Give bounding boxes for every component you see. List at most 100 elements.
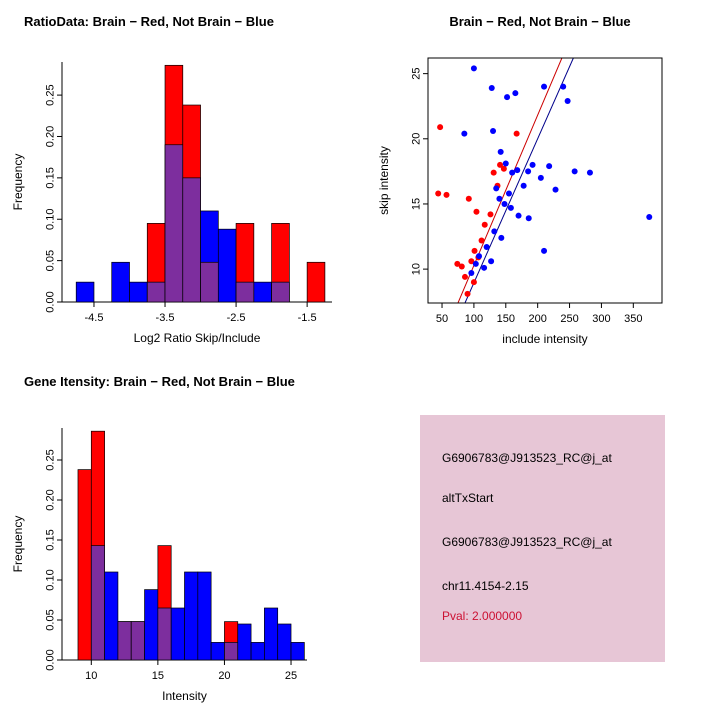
x-tick-label: 15 (152, 670, 164, 682)
scatter-point (468, 270, 475, 277)
y-tick-label: 10 (411, 263, 423, 275)
scatter-point (646, 213, 653, 220)
regression-line (464, 58, 574, 303)
scatter-point (509, 169, 516, 176)
y-tick-label: 0.00 (45, 291, 57, 312)
histogram-bar (277, 623, 292, 661)
histogram-overlap-bar (235, 281, 255, 303)
x-tick-label: 250 (560, 313, 578, 325)
scatter-point (537, 174, 544, 181)
histogram-overlap-bar (200, 261, 219, 303)
scatter-point (500, 165, 507, 172)
scatter-point (483, 243, 490, 250)
y-tick-label: 0.00 (45, 649, 57, 670)
scatter-point (471, 247, 478, 254)
scatter-point (470, 65, 477, 72)
scatter-point (541, 83, 548, 90)
histogram-overlap-bar (224, 642, 239, 661)
histogram-bar (253, 281, 272, 303)
histogram-bar (184, 571, 199, 661)
scatter-point (497, 161, 504, 168)
x-axis-label: Log2 Ratio Skip/Include (134, 331, 261, 345)
scatter-point (468, 258, 475, 265)
histogram-bar (104, 571, 119, 661)
intensity-scatterplot: 50 100 150 200 250 300 350 10 15 20 25 include inte… (377, 57, 663, 346)
x-tick-label: 20 (218, 670, 230, 682)
scatter-point (571, 168, 578, 175)
scatter-point (514, 167, 521, 174)
gene-intensity-histogram-title: Gene Itensity: Brain − Red, Not Brain − … (24, 374, 295, 389)
x-tick-label: -3.5 (156, 312, 175, 324)
x-tick-label: -2.5 (227, 312, 246, 324)
scatter-point (564, 98, 571, 105)
scatter-title: Brain − Red, Not Brain − Blue (449, 14, 631, 29)
scatter-point (491, 228, 498, 235)
scatter-point (552, 186, 559, 193)
scatter-point (490, 127, 497, 134)
histogram-overlap-bar (117, 621, 132, 661)
histogram-overlap-bar (164, 144, 184, 303)
scatter-point (461, 130, 468, 137)
y-tick-label: 25 (411, 68, 423, 80)
histogram-bar (290, 642, 305, 661)
y-tick-label: 0.25 (45, 84, 57, 105)
histogram-bar (170, 607, 185, 661)
scatter-point (488, 258, 495, 265)
scatter-point (435, 190, 442, 197)
scatter-point (493, 185, 500, 192)
x-tick-label: 300 (592, 313, 610, 325)
scatter-point (458, 263, 465, 270)
scatter-point (502, 160, 509, 167)
y-tick-label: 20 (411, 133, 423, 145)
histogram-overlap-bar (130, 621, 145, 661)
y-tick-label: 0.15 (45, 167, 57, 188)
plot-frame (427, 57, 663, 304)
histogram-bar (77, 469, 92, 661)
y-tick-label: 0.10 (45, 209, 57, 230)
regression-line (457, 58, 563, 303)
scatter-point (488, 84, 495, 91)
x-tick-label: 50 (436, 313, 448, 325)
histogram-bar (264, 607, 279, 661)
scatter-point (529, 161, 536, 168)
x-tick-label: 100 (465, 313, 483, 325)
histogram-overlap-bar (182, 177, 201, 303)
histogram-bar (210, 642, 225, 661)
y-tick-label: 0.15 (45, 529, 57, 550)
scatter-point (476, 253, 483, 260)
scatter-point (515, 212, 522, 219)
scatter-point (586, 169, 593, 176)
y-tick-label: 0.20 (45, 126, 57, 147)
scatter-point (490, 169, 497, 176)
scatter-point (546, 163, 553, 170)
histogram-overlap-bar (146, 281, 166, 303)
scatter-point (472, 260, 479, 267)
histogram-bar (129, 281, 148, 303)
y-axis-label: Frequency (11, 154, 25, 211)
histogram-bar (217, 228, 237, 303)
x-tick-label: 350 (624, 313, 642, 325)
info-line-event-type: altTxStart (442, 491, 494, 505)
histogram-overlap-bar (90, 545, 105, 661)
scatter-point (497, 148, 504, 155)
x-tick-label: -1.5 (298, 312, 317, 324)
y-tick-label: 0.20 (45, 489, 57, 510)
scatter-point (470, 279, 477, 286)
scatter-point (525, 215, 532, 222)
x-axis-label: Intensity (162, 689, 207, 703)
scatter-point (473, 208, 480, 215)
scatter-point (443, 191, 450, 198)
scatter-point (501, 200, 508, 207)
scatter-point (512, 90, 519, 97)
scatter-point (513, 130, 520, 137)
x-tick-label: -4.5 (84, 312, 103, 324)
scatter-point (454, 260, 461, 267)
gene-intensity-histogram: 10 15 20 25 0.00 0.05 0.10 0.15 0.20 0.25 Intensit… (11, 428, 307, 703)
y-tick-label: 0.05 (45, 609, 57, 630)
scatter-point (481, 221, 488, 228)
scatter-point (498, 234, 505, 241)
scatter-point (465, 195, 472, 202)
ratio-histogram-title: RatioData: Brain − Red, Not Brain − Blue (24, 14, 274, 29)
y-tick-label: 0.25 (45, 449, 57, 470)
scatter-point (437, 124, 444, 131)
